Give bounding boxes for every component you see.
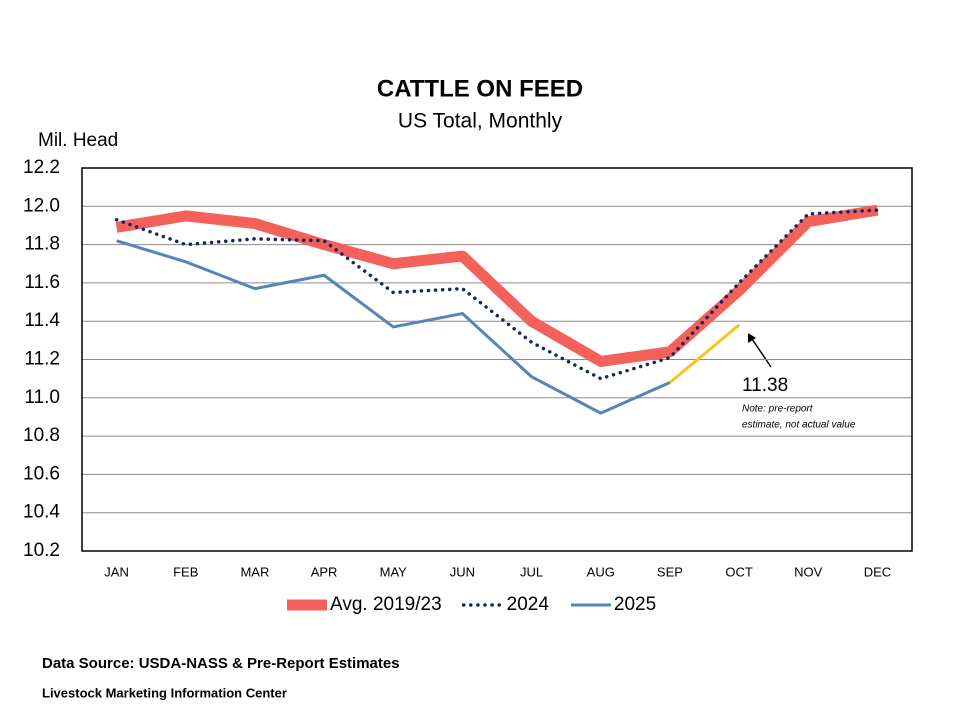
x-tick-label: OCT xyxy=(725,564,753,579)
x-tick-label: NOV xyxy=(794,564,823,579)
y-tick-label: 11.8 xyxy=(24,234,60,255)
y-tick-label: 10.4 xyxy=(23,502,60,523)
plot-border xyxy=(81,167,913,552)
y-tick-label: 10.2 xyxy=(23,540,60,561)
line-dotted xyxy=(114,208,880,381)
y-tick-label: 10.6 xyxy=(23,463,60,484)
x-tick-label: DEC xyxy=(864,564,891,579)
y-axis-label: Mil. Head xyxy=(38,130,118,151)
x-tick-label: FEB xyxy=(173,564,198,579)
chart-title: CATTLE ON FEED xyxy=(377,75,583,102)
y-tick-label: 11.6 xyxy=(24,272,60,293)
x-tick-label: MAY xyxy=(380,564,408,579)
y-tick-label: 10.8 xyxy=(23,425,60,446)
y-tick-label: 12.2 xyxy=(23,157,60,178)
credit: Livestock Marketing Information Center xyxy=(42,685,287,700)
y-tick-label: 11.4 xyxy=(24,310,60,331)
note: estimate, not actual value xyxy=(742,420,856,431)
x-tick-label: JAN xyxy=(104,564,129,579)
y-tick-label: 11.0 xyxy=(24,387,60,408)
source: Data Source: USDA-NASS & Pre-Report Esti… xyxy=(42,655,400,672)
line-thick xyxy=(115,204,879,367)
x-tick-label: JUN xyxy=(450,564,475,579)
x-tick-label: SEP xyxy=(657,564,683,579)
chart-subtitle: US Total, Monthly xyxy=(398,110,563,133)
arrow-head xyxy=(748,333,756,343)
x-tick-label: AUG xyxy=(587,564,615,579)
estimate-line xyxy=(668,323,741,384)
x-tick-label: JUL xyxy=(520,564,543,579)
legend-label: 2024 xyxy=(507,594,550,615)
x-tick-label: APR xyxy=(311,564,338,579)
y-tick-label: 12.0 xyxy=(23,195,60,216)
line-solid xyxy=(116,239,671,415)
legend-label: 2025 xyxy=(614,594,656,615)
arrow xyxy=(749,335,772,368)
note: Note: pre-report xyxy=(742,404,814,415)
estimate-label: 11.38 xyxy=(742,375,788,396)
legend-label: Avg. 2019/23 xyxy=(330,594,442,615)
x-tick-label: MAR xyxy=(240,564,269,579)
y-tick-label: 11.2 xyxy=(24,349,60,370)
